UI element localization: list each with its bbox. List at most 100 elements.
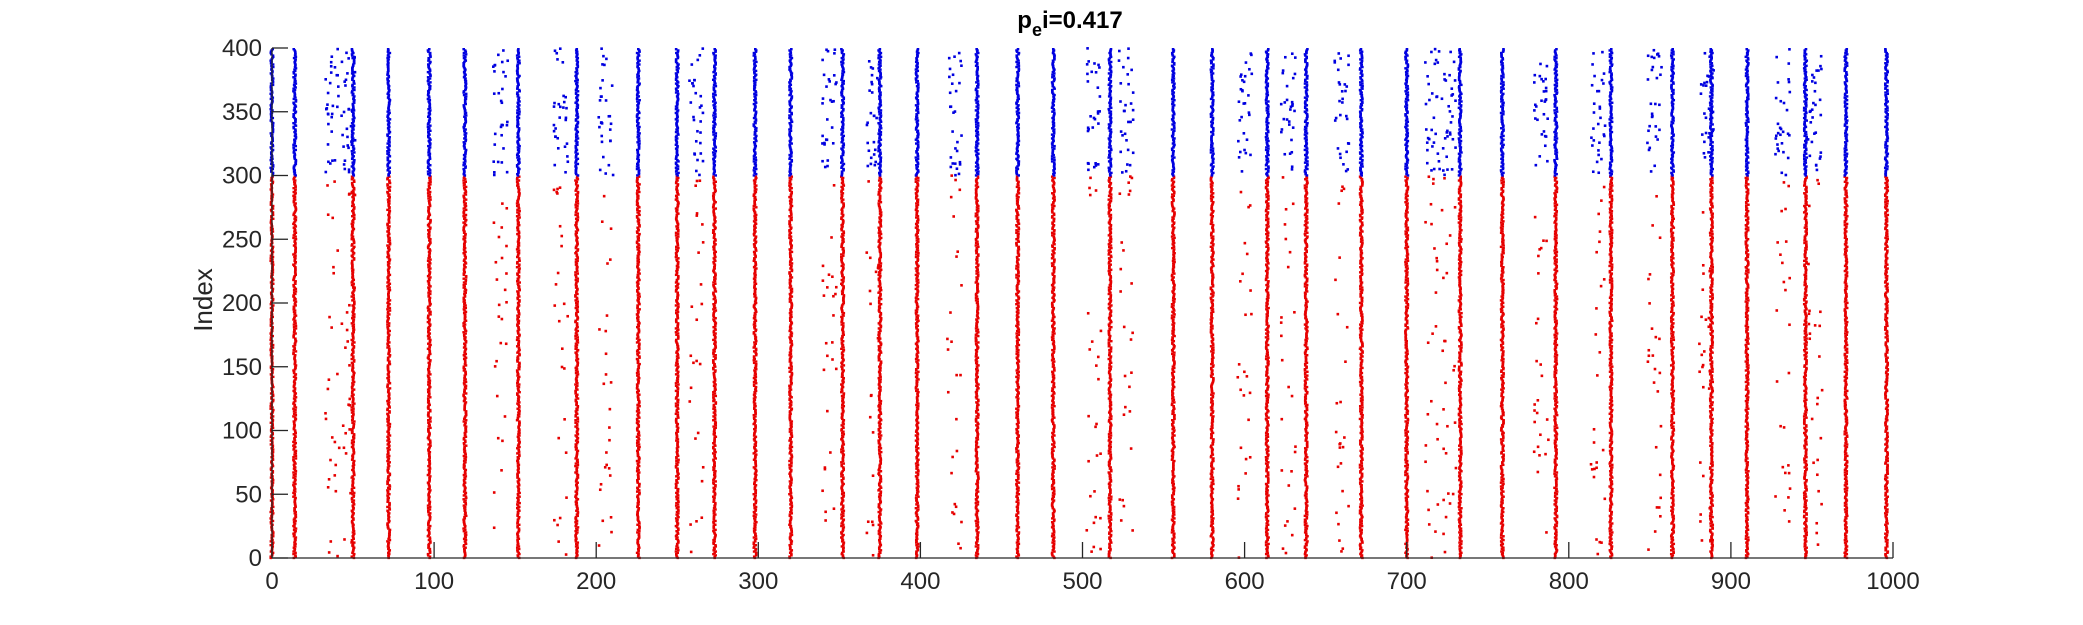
spike-point — [293, 271, 297, 274]
spike-point — [427, 402, 431, 405]
spike-point — [915, 413, 918, 417]
spike-point — [574, 444, 578, 447]
spike-point — [352, 188, 356, 191]
spike-point — [386, 417, 389, 421]
spike-point — [753, 457, 757, 460]
spike-point — [463, 510, 467, 514]
spike-point — [841, 439, 844, 442]
spike-point — [841, 398, 845, 402]
spike-point — [463, 359, 467, 362]
spike-point — [429, 540, 432, 543]
spike-point — [840, 245, 843, 249]
spike-point — [976, 433, 980, 436]
spike-point — [387, 290, 391, 293]
spike-point — [269, 550, 273, 553]
spike-point — [636, 285, 639, 288]
spike-point — [293, 522, 297, 525]
spike-point — [637, 549, 640, 552]
spike-point — [878, 514, 881, 518]
spike-point — [351, 444, 355, 447]
spike-point — [676, 241, 679, 245]
spike-point — [516, 355, 520, 358]
spike-point — [840, 257, 844, 260]
spike-point — [387, 345, 391, 348]
spike-point — [387, 215, 391, 218]
spike-point — [463, 550, 466, 553]
spike-point — [462, 478, 466, 482]
spike-point — [878, 276, 882, 279]
spike-point — [789, 337, 792, 340]
spike-point — [879, 201, 883, 204]
spike-point — [840, 356, 844, 359]
spike-point — [877, 505, 881, 509]
spike-point — [269, 229, 273, 232]
spike-point — [754, 456, 757, 459]
spike-point — [463, 203, 466, 206]
spike-point — [271, 498, 275, 501]
spike-point — [428, 461, 431, 464]
spike-point — [635, 193, 639, 196]
spike-point — [351, 447, 355, 450]
spike-point — [879, 186, 883, 190]
spike-point — [676, 406, 679, 409]
spike-point — [427, 452, 431, 455]
spike-point — [790, 504, 794, 507]
spike-point — [271, 433, 275, 436]
spike-point — [841, 420, 845, 423]
spike-point — [387, 518, 390, 521]
spike-point — [788, 283, 792, 287]
spike-point — [636, 189, 639, 192]
spike-point — [878, 244, 881, 247]
spike-point — [713, 301, 717, 305]
spike-point — [294, 246, 298, 250]
spike-point — [752, 527, 756, 530]
spike-point — [840, 532, 844, 535]
spike-point — [428, 431, 431, 435]
spike-point — [676, 492, 679, 496]
spike-point — [464, 541, 467, 544]
spike-point — [386, 481, 390, 484]
spike-point — [350, 429, 354, 432]
spike-point — [676, 176, 680, 180]
spike-point — [428, 462, 432, 465]
spike-point — [916, 407, 920, 410]
spike-point — [575, 365, 579, 368]
spike-point — [574, 234, 578, 237]
spike-point — [975, 388, 979, 391]
spike-point — [841, 417, 844, 421]
spike-point — [637, 253, 641, 256]
spike-point — [753, 504, 756, 507]
spike-point — [842, 549, 845, 552]
spike-point — [575, 254, 579, 257]
spike-point — [462, 382, 466, 385]
spike-point — [878, 541, 882, 544]
spike-point — [713, 218, 716, 222]
spike-point — [464, 411, 468, 414]
spike-point — [754, 319, 758, 322]
spike-point — [428, 318, 431, 321]
spike-point — [351, 280, 354, 283]
spike-point — [713, 523, 717, 526]
spike-point — [574, 540, 578, 543]
spike-point — [636, 454, 640, 458]
spike-point — [842, 443, 846, 446]
spike-point — [677, 347, 680, 351]
spike-point — [753, 531, 756, 534]
spike-point — [789, 288, 793, 292]
spike-point — [350, 281, 354, 284]
spike-point — [789, 491, 793, 495]
spike-point — [387, 496, 391, 500]
spike-point — [841, 239, 844, 242]
spike-point — [576, 486, 579, 489]
spike-point — [352, 486, 356, 489]
spike-point — [574, 392, 577, 395]
spike-point — [975, 343, 978, 347]
spike-point — [294, 365, 297, 368]
spike-point — [879, 480, 883, 483]
spike-point — [269, 429, 273, 432]
spike-point — [428, 410, 432, 413]
spike-point — [637, 339, 640, 343]
spike-point — [293, 549, 296, 552]
spike-point — [878, 384, 881, 387]
spike-point — [975, 510, 979, 514]
